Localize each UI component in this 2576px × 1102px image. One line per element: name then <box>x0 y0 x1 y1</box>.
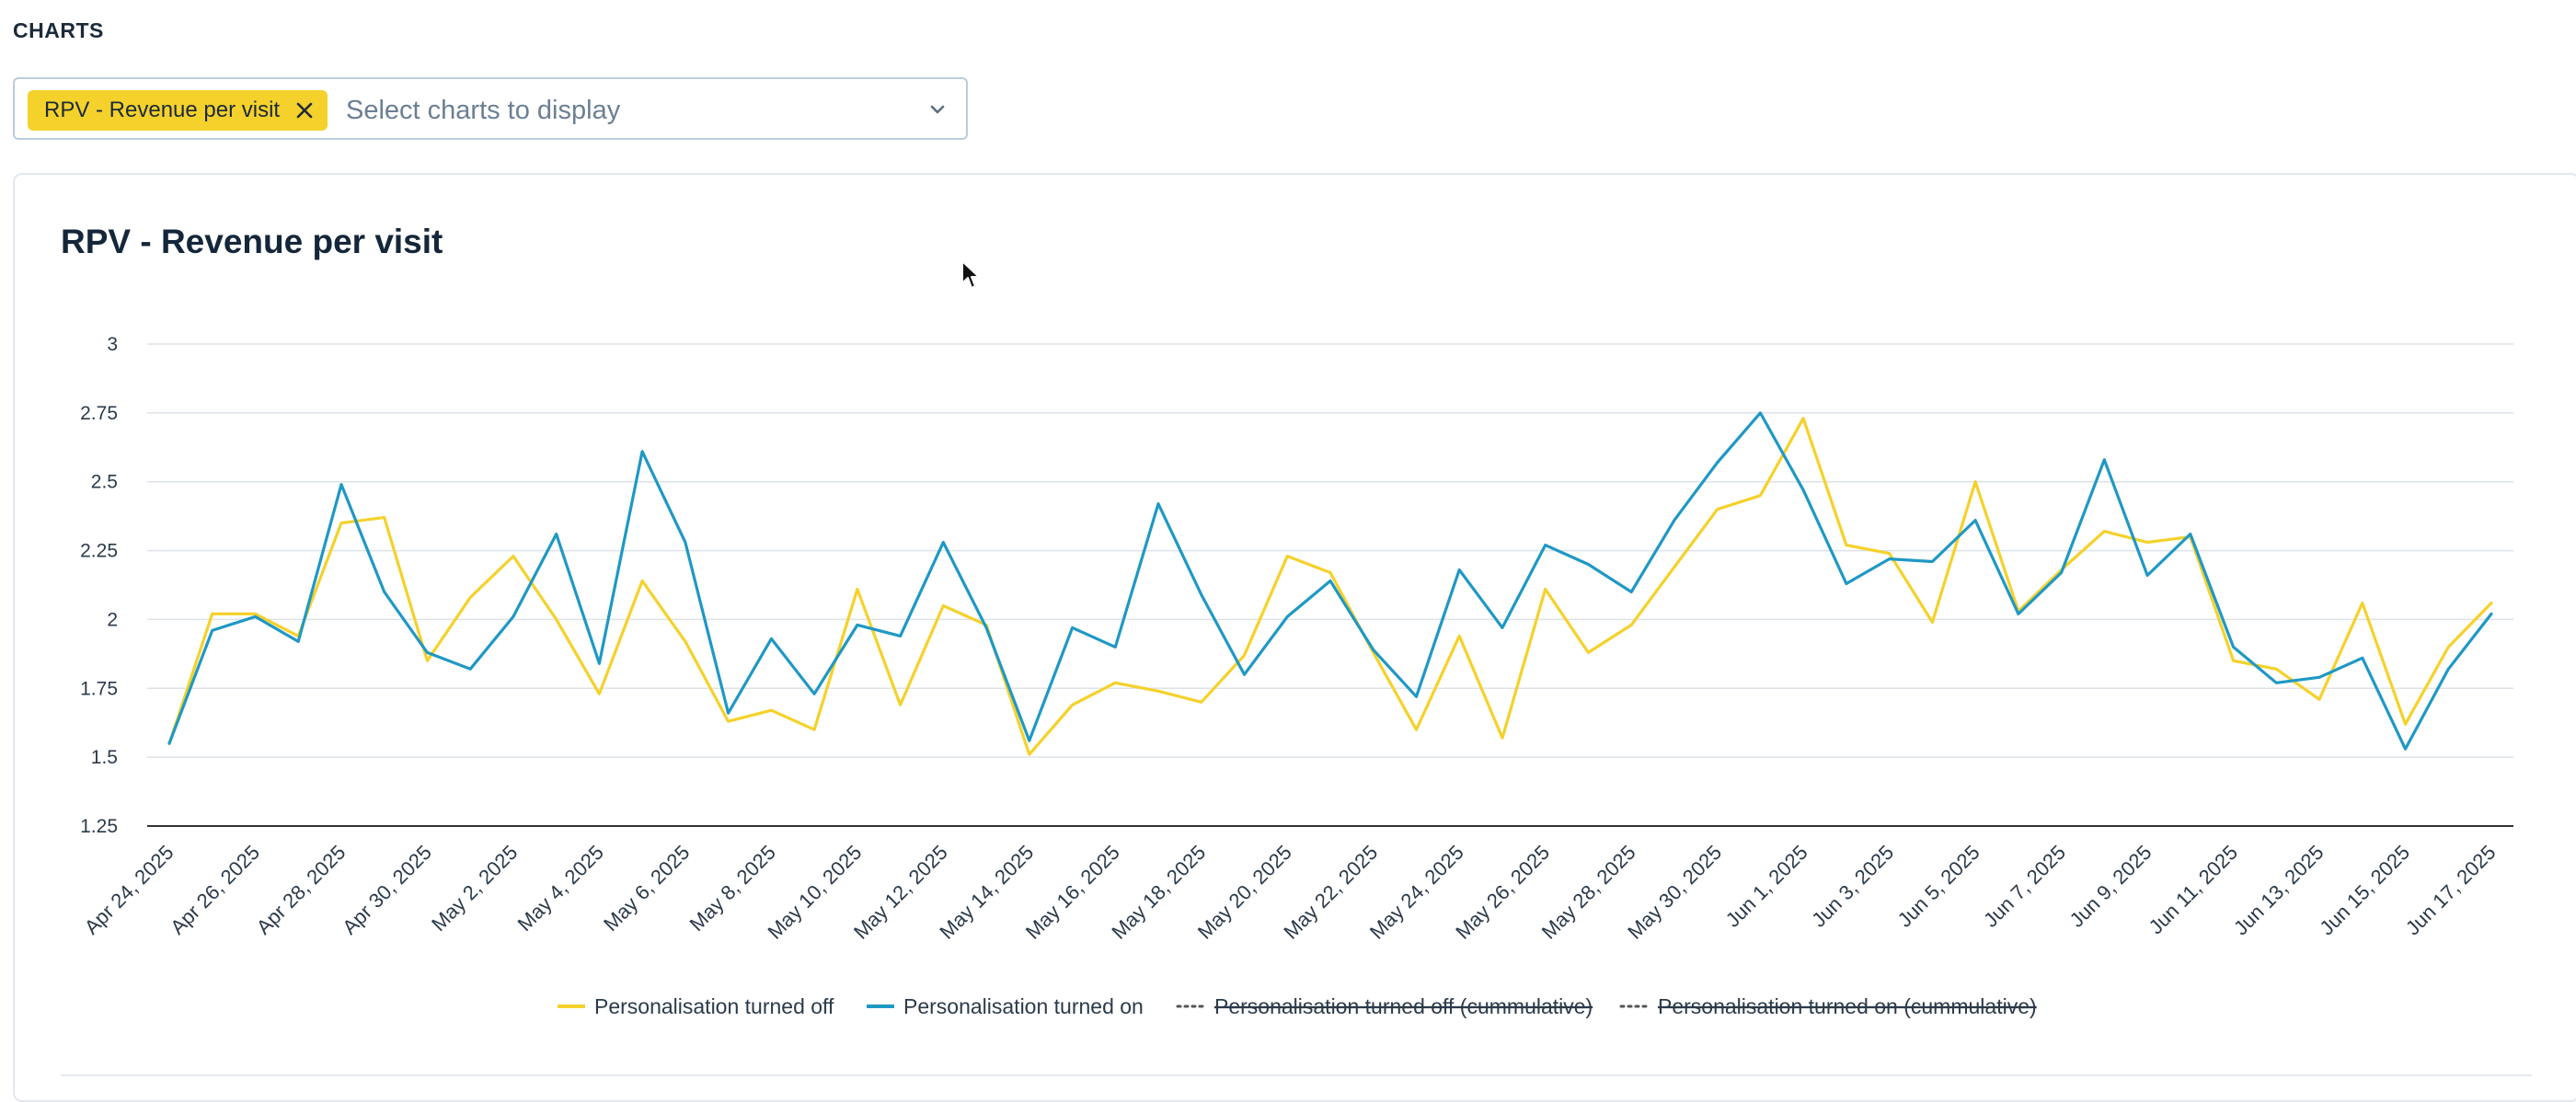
x-tick-label: Jun 3, 2025 <box>1807 841 1898 932</box>
x-tick-label: May 2, 2025 <box>427 841 522 936</box>
mouse-cursor-icon <box>961 260 980 289</box>
chevron-down-icon[interactable] <box>927 99 948 120</box>
y-tick-label: 3 <box>107 334 118 355</box>
x-tick-label: Jun 5, 2025 <box>1893 841 1984 932</box>
y-tick-label: 1.25 <box>80 816 118 837</box>
series-line-1 <box>167 411 2493 751</box>
x-tick-label: Jun 13, 2025 <box>2229 841 2329 940</box>
legend-label-2[interactable]: Personalisation turned off (cummulative) <box>1214 994 1593 1018</box>
chart-card-title: RPV - Revenue per visit <box>61 223 443 260</box>
chart-card: RPV - Revenue per visit 1.25 1.5 1.75 2 2.25… <box>13 173 2576 1102</box>
x-tick-label: May 6, 2025 <box>599 841 694 936</box>
x-tick-label: Apr 30, 2025 <box>338 841 436 939</box>
y-tick-label: 2.25 <box>80 541 118 562</box>
charts-section-title: CHARTS <box>13 18 104 42</box>
x-tick-label: Jun 11, 2025 <box>2145 841 2242 938</box>
legend-label-3[interactable]: Personalisation turned on (cummulative) <box>1658 994 2037 1018</box>
chart-select-placeholder[interactable]: Select charts to display <box>346 96 621 125</box>
x-tick-label: Jun 1, 2025 <box>1721 841 1812 932</box>
y-tick-label: 2.75 <box>80 403 118 424</box>
x-tick-label: Apr 26, 2025 <box>166 841 264 939</box>
x-tick-label: Jun 7, 2025 <box>1979 841 2070 932</box>
series-line-0 <box>167 417 2493 756</box>
x-tick-label: Jun 15, 2025 <box>2315 841 2414 940</box>
chip-remove-icon[interactable] <box>294 100 315 121</box>
y-tick-label: 1.75 <box>80 678 118 699</box>
chart-select[interactable]: RPV - Revenue per visit Select charts to… <box>13 77 968 140</box>
x-tick-label: May 4, 2025 <box>513 841 608 936</box>
chip-label: RPV - Revenue per visit <box>44 98 281 122</box>
x-tick-label: Jun 9, 2025 <box>2065 841 2156 932</box>
legend-label-0[interactable]: Personalisation turned off <box>594 994 834 1018</box>
x-tick-label: Jun 17, 2025 <box>2401 841 2501 940</box>
x-tick-label: Apr 24, 2025 <box>80 841 178 939</box>
y-tick-label: 2 <box>107 609 118 630</box>
legend-label-1[interactable]: Personalisation turned on <box>903 994 1144 1018</box>
x-tick-label: May 8, 2025 <box>685 841 780 936</box>
y-tick-label: 1.5 <box>91 747 118 768</box>
card-divider <box>61 1074 2532 1076</box>
y-tick-label: 2.5 <box>91 472 118 493</box>
selected-chart-chip: RPV - Revenue per visit <box>28 90 328 131</box>
x-tick-label: Apr 28, 2025 <box>252 841 351 939</box>
